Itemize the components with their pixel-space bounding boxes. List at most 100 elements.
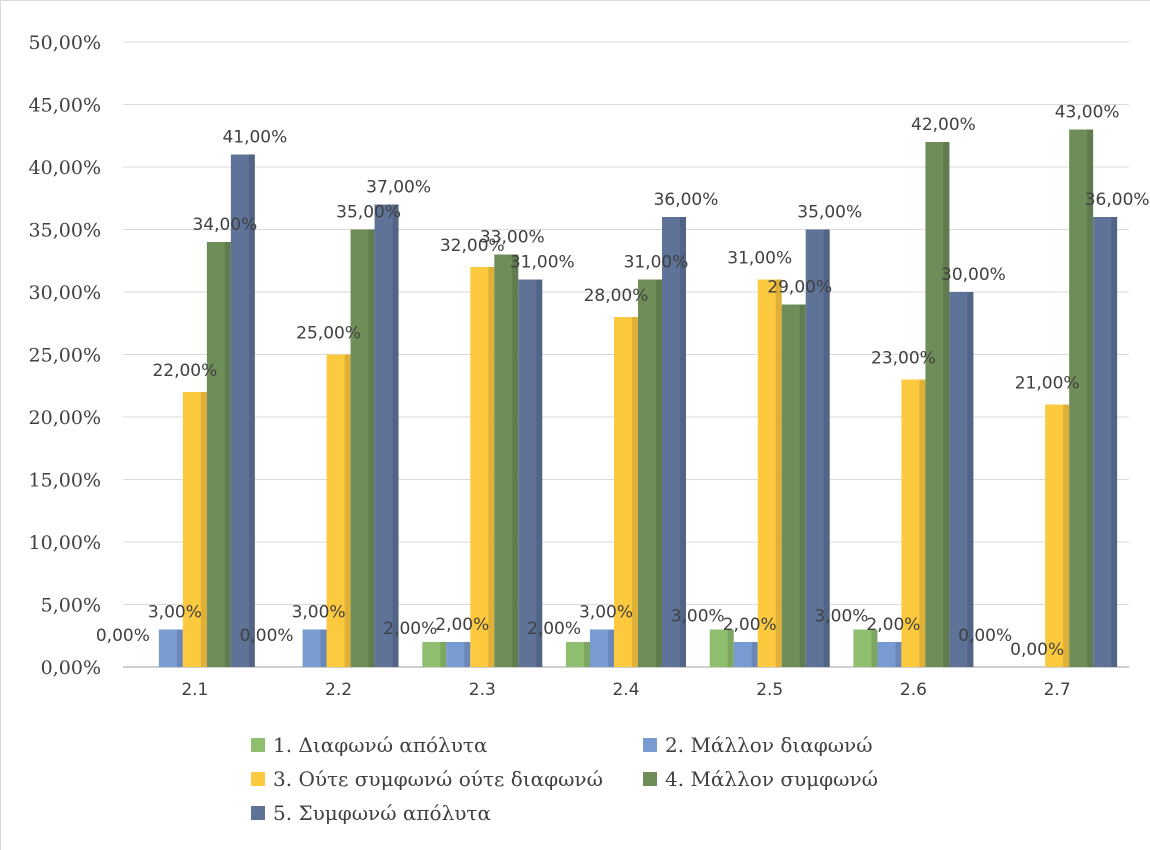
legend-label: 4. Μάλλον συμφωνώ [665, 767, 878, 791]
bar-shade [392, 204, 399, 667]
bar-shade [967, 292, 974, 667]
data-label: 30,00% [941, 265, 1006, 285]
bar [590, 629, 614, 667]
data-label: 36,00% [654, 190, 719, 210]
legend-item: 3. Ούτε συμφωνώ ούτε διαφωνώ [251, 767, 603, 791]
bar [709, 629, 734, 667]
bar-shade [224, 242, 231, 667]
data-label: 2,00% [383, 619, 437, 639]
legend-swatch [643, 738, 657, 752]
bar [230, 154, 255, 667]
bar-shade [176, 629, 183, 667]
data-label: 35,00% [797, 203, 862, 223]
legend-swatch [643, 772, 657, 786]
bar [805, 229, 830, 667]
bar [326, 354, 351, 667]
bar [1045, 404, 1070, 667]
bar-shade [536, 279, 543, 667]
bar [446, 642, 471, 667]
bar-shade [751, 642, 758, 667]
data-label: 3,00% [148, 603, 202, 623]
bar-shade [799, 304, 806, 667]
x-tick-label: 2.5 [756, 680, 783, 700]
bar [901, 379, 926, 667]
data-label: 23,00% [871, 349, 936, 369]
legend-item: 1. Διαφωνώ απόλυτα [251, 733, 487, 757]
data-label: 34,00% [192, 215, 257, 235]
bar-shade [823, 229, 830, 667]
bar-shade [488, 267, 495, 667]
bar-shade [632, 317, 638, 667]
data-label: 0,00% [1010, 640, 1064, 660]
data-label: 0,00% [958, 626, 1012, 646]
x-tick-label: 2.6 [900, 680, 927, 700]
data-label: 37,00% [366, 178, 431, 198]
bar [470, 267, 495, 667]
data-label: 25,00% [296, 324, 361, 344]
bar-shade [464, 642, 471, 667]
bar [182, 392, 207, 667]
data-label: 35,00% [336, 203, 401, 223]
y-tick-label: 25,00% [29, 345, 101, 367]
data-label: 2,00% [866, 615, 920, 635]
bar [566, 642, 590, 667]
data-label: 0,00% [240, 626, 294, 646]
bar-shade [440, 642, 447, 667]
bar-shade [919, 379, 926, 667]
y-tick-label: 0,00% [41, 657, 101, 679]
bar-shade [871, 629, 878, 667]
data-label: 31,00% [624, 253, 689, 273]
y-tick-label: 10,00% [29, 532, 101, 554]
y-tick-label: 20,00% [29, 407, 101, 429]
bar-shade [584, 642, 590, 667]
x-tick-label: 2.1 [181, 680, 208, 700]
data-label: 2,00% [527, 619, 581, 639]
bar [518, 279, 543, 667]
bar [350, 229, 375, 667]
bar-shade [775, 279, 782, 667]
data-label: 36,00% [1085, 190, 1150, 210]
data-label: 28,00% [584, 286, 649, 306]
y-tick-label: 35,00% [29, 220, 101, 242]
bar [206, 242, 231, 667]
bar-chart: 0,00% 5,00% 10,00% 15,00% 20,00% 25,00% 30,00%… [29, 32, 1150, 700]
data-label: 33,00% [480, 228, 545, 248]
bar [638, 279, 662, 667]
bar [949, 292, 974, 667]
y-tick-label: 40,00% [29, 157, 101, 179]
x-tick-label: 2.4 [612, 680, 639, 700]
bar-shade [200, 392, 207, 667]
bar-shade [320, 629, 327, 667]
data-label: 21,00% [1015, 374, 1080, 394]
data-label: 43,00% [1055, 103, 1120, 123]
bar-shade [1111, 217, 1118, 667]
bar [158, 629, 183, 667]
legend-label: 3. Ούτε συμφωνώ ούτε διαφωνώ [273, 767, 603, 791]
y-tick-label: 5,00% [41, 595, 101, 617]
data-label: 31,00% [727, 249, 792, 269]
bar-shade [512, 254, 519, 667]
legend-label: 1. Διαφωνώ απόλυτα [273, 733, 488, 757]
bar [494, 254, 519, 667]
data-label: 31,00% [510, 253, 575, 273]
bar [757, 279, 782, 667]
bar-shade [608, 629, 614, 667]
bar-shade [344, 354, 351, 667]
data-label: 42,00% [911, 115, 976, 135]
data-label: 3,00% [671, 607, 725, 627]
bar [877, 642, 902, 667]
bar [302, 629, 327, 667]
y-tick-label: 30,00% [29, 282, 101, 304]
bar-shade [943, 142, 950, 667]
legend-swatch [251, 738, 265, 752]
legend-item: 2. Μάλλον διαφωνώ [643, 733, 873, 757]
data-label: 2,00% [435, 615, 489, 635]
data-label: 3,00% [814, 607, 868, 627]
bar [853, 629, 878, 667]
bar-shade [248, 154, 255, 667]
x-tick-label: 2.7 [1044, 680, 1071, 700]
data-label: 3,00% [292, 603, 346, 623]
bar-shade [895, 642, 902, 667]
bar [374, 204, 399, 667]
y-tick-label: 45,00% [29, 95, 101, 117]
